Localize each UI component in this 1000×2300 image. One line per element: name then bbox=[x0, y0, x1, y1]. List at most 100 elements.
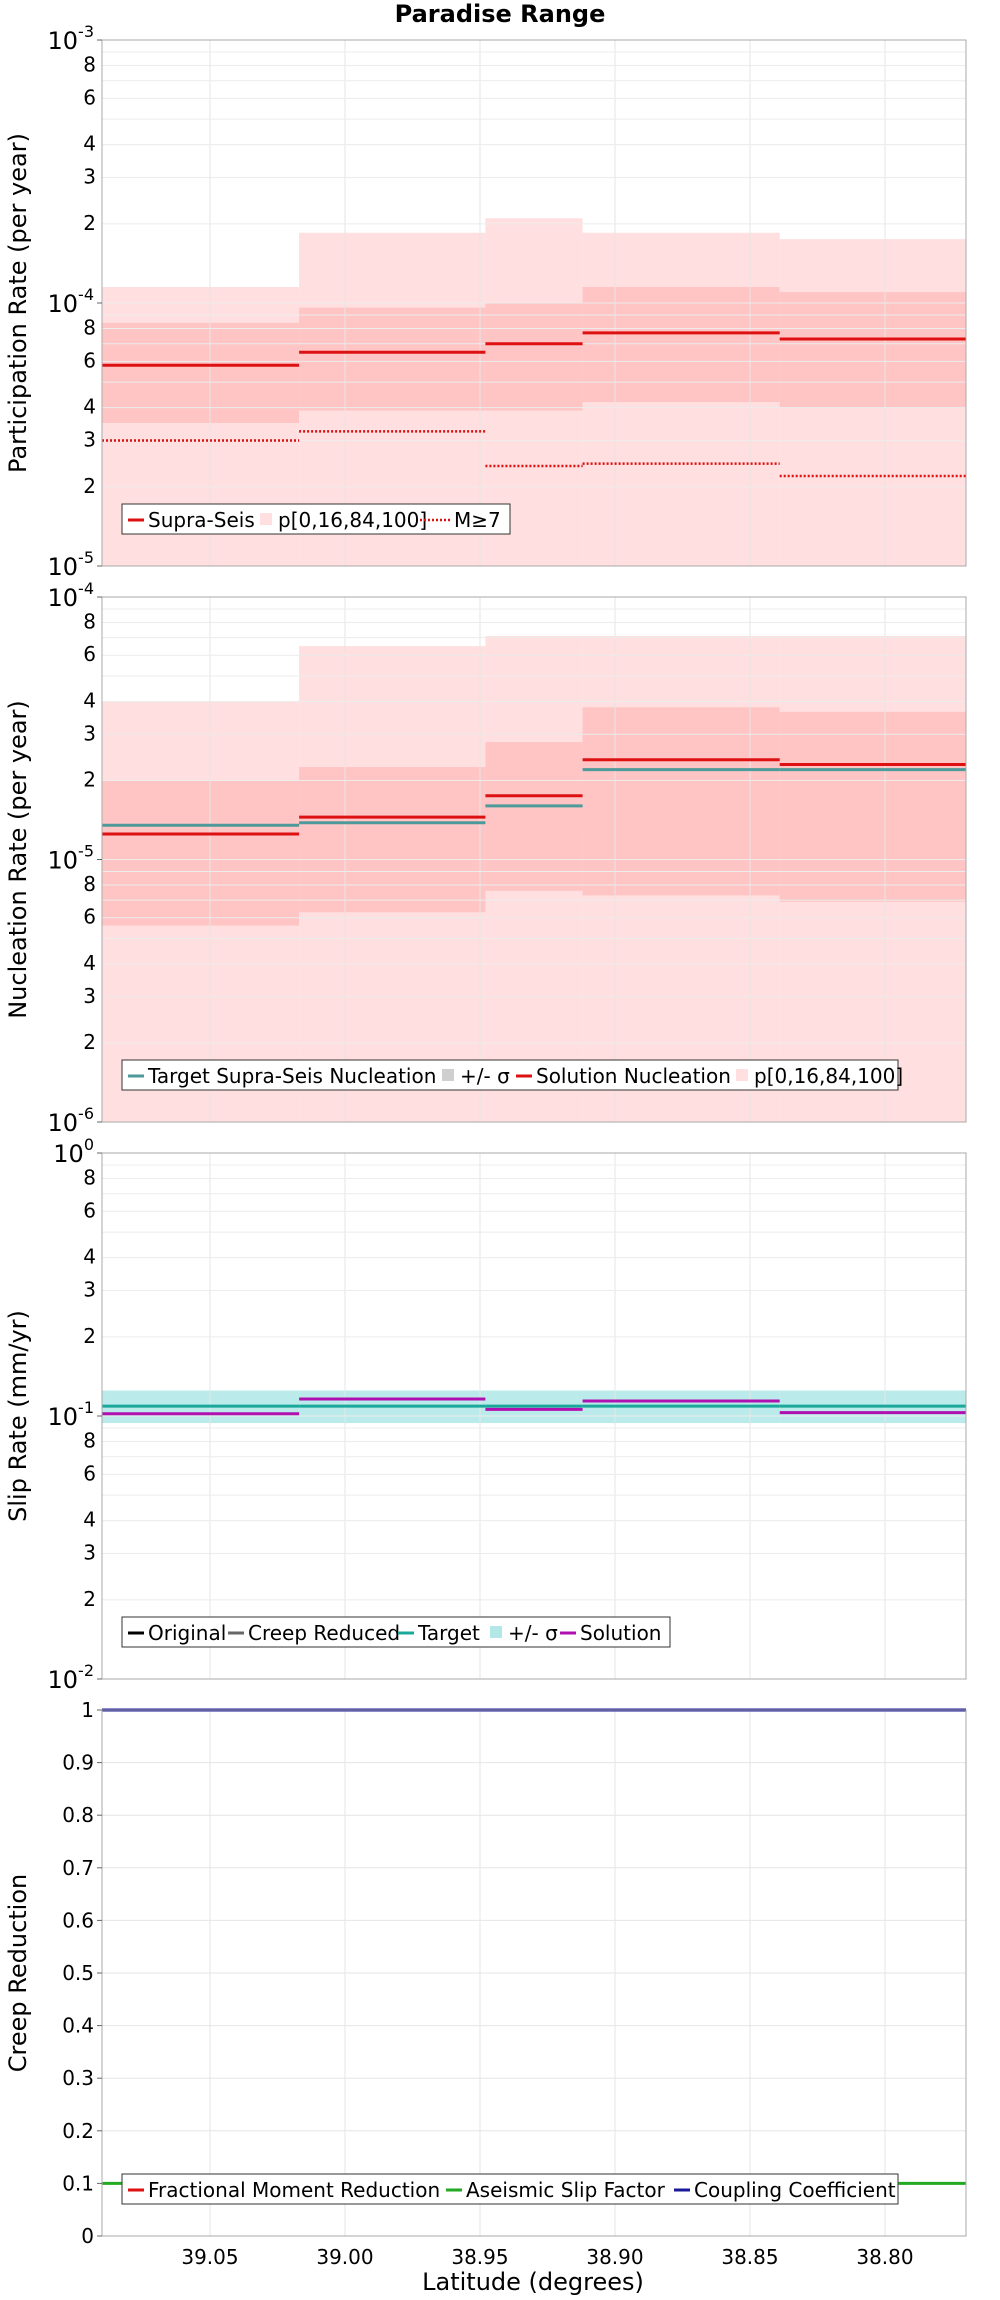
legend-label: Original bbox=[148, 1621, 226, 1645]
y-tick-label: 10-1 bbox=[48, 1398, 95, 1431]
panel-creep: 0 0.1 0.2 0.3 0.4 0.5 0.6 0.7 0.8 0.9 1 Creep Reduc… bbox=[4, 1698, 967, 2269]
x-tick-label: 39.00 bbox=[316, 2245, 373, 2269]
chart-title: Paradise Range bbox=[395, 0, 606, 28]
legend-label: Solution bbox=[580, 1621, 661, 1645]
y-minor-tick-label: 3 bbox=[83, 165, 96, 189]
legend-label: Target Supra-Seis Nucleation bbox=[147, 1064, 436, 1088]
legend: Fractional Moment Reduction Aseismic Slip… bbox=[121, 2173, 899, 2205]
y-minor-tick-label: 6 bbox=[83, 1461, 96, 1485]
y-minor-tick-label: 4 bbox=[83, 1508, 96, 1532]
legend-swatch bbox=[490, 1626, 502, 1638]
y-axis-label: Creep Reduction bbox=[4, 1874, 32, 2072]
legend-swatch bbox=[260, 513, 272, 525]
y-minor-tick-label: 3 bbox=[83, 428, 96, 452]
y-tick-label: 0.5 bbox=[62, 1961, 94, 1985]
y-minor-tick-label: 6 bbox=[83, 85, 96, 109]
x-axis-label: Latitude (degrees) bbox=[422, 2268, 644, 2296]
grid bbox=[102, 1152, 966, 1680]
band-inner bbox=[779, 292, 966, 408]
y-tick-label: 10-5 bbox=[48, 548, 95, 581]
y-tick-label: 0.2 bbox=[62, 2119, 94, 2143]
y-minor-tick-label: 4 bbox=[83, 951, 96, 975]
y-minor-tick-label: 4 bbox=[83, 132, 96, 156]
grid bbox=[102, 39, 966, 567]
y-tick-label: 0.7 bbox=[62, 1856, 94, 1880]
y-tick-label: 0.3 bbox=[62, 2066, 94, 2090]
x-tick-label: 38.85 bbox=[721, 2245, 778, 2269]
y-minor-tick-label: 6 bbox=[83, 642, 96, 666]
grid bbox=[102, 596, 966, 1123]
x-tick-label: 39.05 bbox=[181, 2245, 238, 2269]
y-tick-label: 10-4 bbox=[48, 285, 95, 318]
legend-label: Supra-Seis bbox=[148, 508, 255, 532]
y-tick-label: 0 bbox=[81, 2224, 94, 2248]
y-minor-tick-label: 8 bbox=[83, 1165, 96, 1189]
legend-label: p[0,16,84,100] bbox=[754, 1064, 903, 1088]
y-minor-tick-label: 3 bbox=[83, 1541, 96, 1565]
y-axis-label: Participation Rate (per year) bbox=[4, 133, 32, 473]
y-tick-label: 10-2 bbox=[48, 1661, 95, 1694]
y-minor-tick-label: 2 bbox=[83, 767, 96, 791]
legend-label: p[0,16,84,100] bbox=[278, 508, 427, 532]
band-inner bbox=[299, 767, 486, 913]
legend-label: Creep Reduced bbox=[248, 1621, 400, 1645]
y-minor-tick-label: 6 bbox=[83, 1198, 96, 1222]
legend: Supra-Seis p[0,16,84,100] M≥7 bbox=[121, 503, 511, 535]
y-minor-tick-label: 4 bbox=[83, 688, 96, 712]
band-inner bbox=[102, 322, 300, 423]
y-minor-tick-label: 3 bbox=[83, 1278, 96, 1302]
legend-label: +/- σ bbox=[508, 1621, 558, 1645]
y-tick-label: 10-3 bbox=[48, 22, 95, 55]
y-axis-label: Slip Rate (mm/yr) bbox=[4, 1310, 32, 1522]
y-minor-tick-label: 4 bbox=[83, 395, 96, 419]
y-minor-tick-label: 3 bbox=[83, 721, 96, 745]
y-tick-label: 0.1 bbox=[62, 2171, 94, 2195]
legend-label: Aseismic Slip Factor bbox=[466, 2178, 666, 2202]
legend-label: Coupling Coefficient bbox=[694, 2178, 896, 2202]
y-minor-tick-label: 2 bbox=[83, 1324, 96, 1348]
x-tick-label: 38.90 bbox=[586, 2245, 643, 2269]
y-tick-label: 0.6 bbox=[62, 1908, 94, 1932]
legend-box bbox=[121, 1616, 671, 1648]
legend-label: M≥7 bbox=[454, 508, 501, 532]
band-inner bbox=[102, 780, 300, 926]
y-minor-tick-label: 2 bbox=[83, 211, 96, 235]
y-tick-label: 0.8 bbox=[62, 1803, 94, 1827]
y-minor-tick-label: 8 bbox=[83, 872, 96, 896]
x-tick-label: 38.80 bbox=[856, 2245, 913, 2269]
legend-label: Solution Nucleation bbox=[536, 1064, 731, 1088]
legend-swatch bbox=[442, 1069, 454, 1081]
y-tick-label: 10-5 bbox=[48, 842, 95, 875]
legend-swatch bbox=[736, 1069, 748, 1081]
y-minor-tick-label: 6 bbox=[83, 348, 96, 372]
y-tick-label: 1 bbox=[81, 1698, 94, 1722]
legend: Original Creep Reduced Target +/- σ Solution bbox=[121, 1616, 671, 1648]
y-minor-tick-label: 8 bbox=[83, 315, 96, 339]
y-tick-label: 10-6 bbox=[48, 1104, 95, 1137]
legend-label: Target bbox=[417, 1621, 480, 1645]
y-minor-tick-label: 8 bbox=[83, 609, 96, 633]
legend-label: Fractional Moment Reduction bbox=[148, 2178, 440, 2202]
y-minor-tick-label: 6 bbox=[83, 905, 96, 929]
band-inner bbox=[779, 711, 966, 902]
band-inner bbox=[485, 303, 583, 411]
y-tick-label: 0.9 bbox=[62, 1751, 94, 1775]
panel-nucleation: 10-4 10-5 10-6 2 3 4 6 8 2 3 4 6 8 Nucleation Rate (p… bbox=[4, 579, 967, 1137]
panel-sliprate: 100 10-1 10-2 2 3 4 6 8 2 3 4 6 8 Slip Rate (mm/yr) Or… bbox=[4, 1135, 967, 1694]
y-tick-label: 0.4 bbox=[62, 2014, 94, 2038]
legend-box bbox=[121, 2173, 899, 2205]
x-tick-label: 38.95 bbox=[451, 2245, 508, 2269]
y-minor-tick-label: 2 bbox=[83, 1030, 96, 1054]
y-minor-tick-label: 2 bbox=[83, 474, 96, 498]
y-minor-tick-label: 8 bbox=[83, 52, 96, 76]
y-tick-label: 10-4 bbox=[48, 579, 95, 612]
legend: Target Supra-Seis Nucleation +/- σ Solutio… bbox=[121, 1059, 903, 1091]
legend-box bbox=[121, 1059, 899, 1091]
band-inner bbox=[485, 742, 583, 891]
panel-participation: 10-3 10-4 10-5 2 3 4 6 8 2 3 4 6 8 Participation Rate… bbox=[4, 22, 967, 581]
band-inner bbox=[299, 307, 486, 411]
y-axis-label: Nucleation Rate (per year) bbox=[4, 700, 32, 1019]
y-minor-tick-label: 8 bbox=[83, 1428, 96, 1452]
y-minor-tick-label: 4 bbox=[83, 1245, 96, 1269]
